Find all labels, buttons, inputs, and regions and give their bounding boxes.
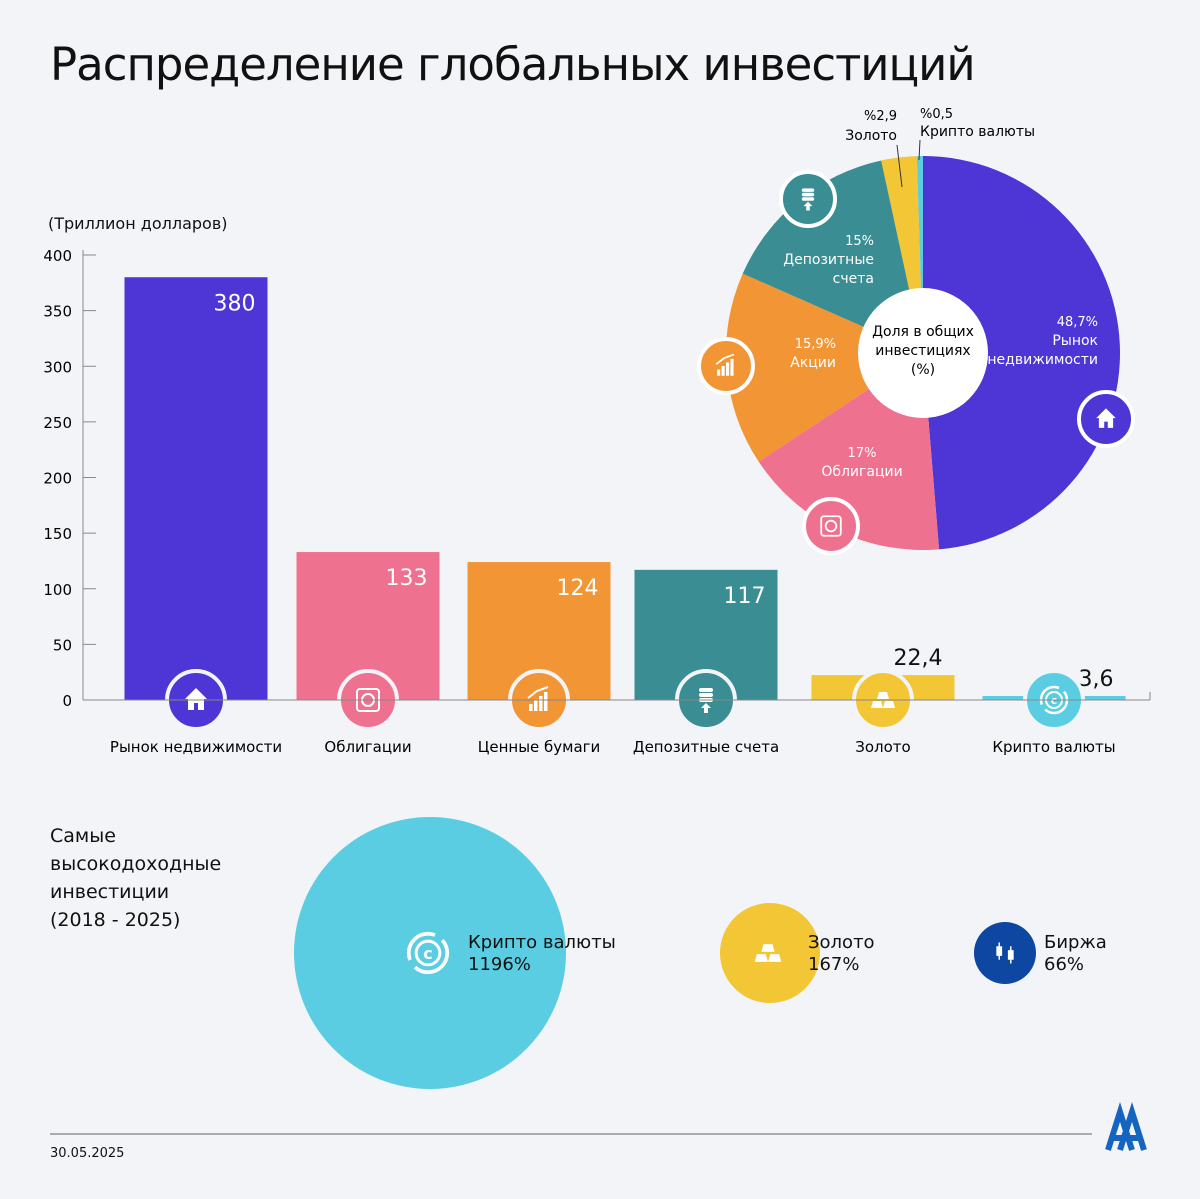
- y-tick-label: 50: [53, 636, 72, 654]
- bubble-label: Биржа: [1044, 932, 1107, 953]
- pie-slice: [923, 156, 1120, 550]
- aa-logo: [1105, 1102, 1147, 1151]
- pie-slice: [742, 160, 923, 353]
- y-tick-label: 300: [43, 358, 72, 376]
- bubble-chart-title: Самые высокодоходные инвестиции (2018 - …: [50, 822, 290, 934]
- pie-slice-label: счета: [833, 271, 874, 287]
- pie-center-label: Доля в общих: [872, 324, 974, 340]
- bar: [124, 277, 268, 700]
- crypto-coin-icon: c: [406, 931, 450, 975]
- svg-text:c: c: [423, 944, 433, 963]
- bar-value-label: 380: [214, 291, 256, 316]
- x-category-label: Крипто валюты: [992, 738, 1115, 756]
- y-tick-label: 250: [43, 414, 72, 432]
- bar-value-label: 124: [557, 576, 599, 601]
- bubble: [974, 922, 1036, 984]
- y-tick-label: 150: [43, 525, 72, 543]
- house-icon: [185, 688, 207, 710]
- pie-slice-label: Крипто валюты: [920, 124, 1035, 140]
- deposit-coins-icon: [801, 188, 815, 211]
- page-title: Распределение глобальных инвестиций: [50, 38, 976, 91]
- y-tick-label: 100: [43, 581, 72, 599]
- y-tick-label: 200: [43, 470, 72, 488]
- pie-slice-label: Рынок: [1052, 333, 1098, 349]
- bubble-label: Крипто валюты: [468, 932, 616, 953]
- candlestick-icon: [996, 942, 1014, 964]
- bubble-label: Золото: [808, 932, 875, 953]
- bar-value-label: 3,6: [1079, 667, 1114, 692]
- bar-chart: 0 50 100 150 200 250 300 350 400 380 Рынок недвижи…: [43, 247, 1151, 756]
- pie-value-label: 48,7%: [1057, 315, 1098, 330]
- pie-slice-label: Депозитные: [783, 252, 874, 268]
- pie-slice: [726, 273, 923, 462]
- x-category-label: Облигации: [324, 738, 411, 756]
- bar-value-label: 117: [724, 584, 766, 609]
- x-category-label: Рынок недвижимости: [110, 738, 282, 756]
- aa-logo-mark: [1105, 1102, 1147, 1151]
- bubble-value: 66%: [1044, 954, 1084, 975]
- publish-date: 30.05.2025: [50, 1146, 125, 1161]
- gold-bars-icon: [871, 692, 895, 708]
- bubble-title-line: (2018 - 2025): [50, 909, 181, 931]
- x-category-label: Золото: [855, 738, 910, 756]
- pie-value-label: %2,9: [864, 109, 897, 124]
- y-tick-label: 0: [62, 692, 72, 710]
- pie-slice-label: Акции: [790, 355, 836, 371]
- bubble-value: 1196%: [468, 954, 531, 975]
- pie-chart: Доля в общих инвестициях (%) 48,7% Рынок недв…: [697, 107, 1135, 555]
- bar-value-label: 133: [386, 566, 428, 591]
- y-tick-label: 350: [43, 303, 72, 321]
- pie-slice-label: Золото: [845, 128, 897, 144]
- pie-value-label: %0,5: [920, 107, 953, 122]
- bubble: [294, 817, 566, 1089]
- x-category-label: Ценные бумаги: [478, 738, 601, 756]
- gold-leader-line: [896, 144, 903, 188]
- footer-divider: [50, 1133, 1092, 1135]
- y-tick-label: 400: [43, 247, 72, 265]
- bar-y-axis-label: (Триллион долларов): [48, 214, 228, 233]
- pie-center-label: инвестициях: [875, 343, 970, 359]
- bond-safe-icon: [820, 515, 842, 537]
- pie-center-label: (%): [911, 362, 935, 378]
- growth-chart-icon: [527, 686, 549, 711]
- pie-value-label: 15,9%: [795, 337, 836, 352]
- bubble-value: 167%: [808, 954, 859, 975]
- pie-value-label: 17%: [848, 446, 877, 461]
- bar-value-label: 22,4: [894, 646, 943, 671]
- pie-icon-badge: [802, 497, 860, 555]
- growth-chart-icon: [715, 353, 735, 376]
- gold-bars-icon: [754, 944, 782, 962]
- bubble: [720, 903, 820, 1003]
- bubble-title-line: Самые: [50, 825, 116, 847]
- pie-value-label: 15%: [845, 234, 874, 249]
- pie-center-hole: [858, 288, 988, 418]
- pie-slice-label: Облигации: [821, 464, 902, 480]
- bubble-title-line: высокодоходные: [50, 853, 222, 875]
- x-category-label: Депозитные счета: [633, 738, 779, 756]
- house-icon: [1096, 408, 1116, 428]
- bubble-title-line: инвестиции: [50, 881, 170, 903]
- pie-slice-label: недвижимости: [987, 352, 1098, 368]
- crypto-leader-line: [918, 139, 921, 161]
